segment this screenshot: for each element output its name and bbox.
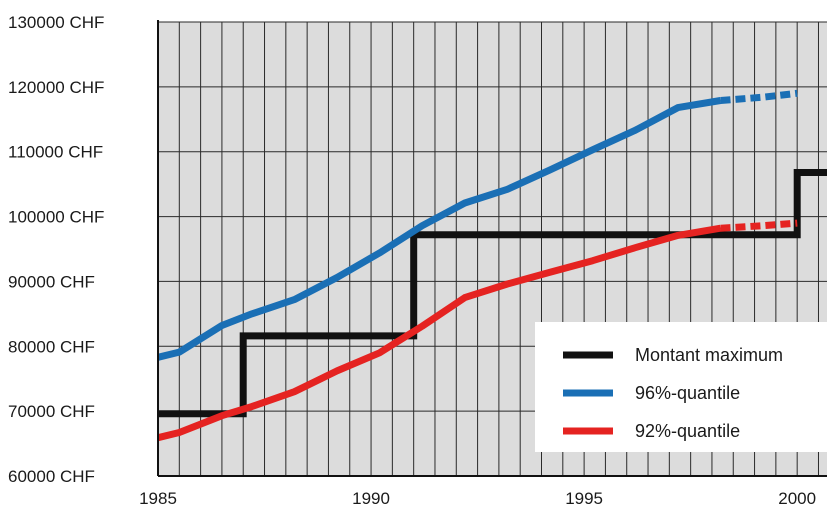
legend-label: 96%-quantile (635, 383, 740, 403)
legend: Montant maximum 96%-quantile 92%-quantile (535, 322, 827, 452)
series-line-1 (157, 97, 722, 361)
x-tick-label: 2000 (778, 489, 816, 508)
y-tick-label: 130000 CHF (8, 13, 104, 32)
y-tick-label: 70000 CHF (8, 402, 95, 421)
y-tick-label: 60000 CHF (8, 467, 95, 486)
legend-label: 92%-quantile (635, 421, 740, 441)
x-tick-label: 1985 (139, 489, 177, 508)
y-tick-label: 100000 CHF (8, 208, 104, 227)
y-tick-label: 80000 CHF (8, 337, 95, 356)
x-tick-label: 1990 (352, 489, 390, 508)
legend-label: Montant maximum (635, 345, 783, 365)
series-line-dashed-1 (720, 89, 798, 104)
y-tick-label: 110000 CHF (8, 143, 103, 162)
axes (157, 20, 827, 477)
y-tick-label: 120000 CHF (8, 78, 104, 97)
series-line-0 (158, 169, 827, 418)
y-axis-tick-labels: 60000 CHF 70000 CHF 80000 CHF 90000 CHF 1000… (8, 13, 104, 486)
y-tick-label: 90000 CHF (8, 272, 95, 291)
series-line-2 (157, 224, 722, 442)
series-lines (157, 89, 827, 442)
series-line-dashed-2 (720, 219, 798, 232)
x-tick-label: 1995 (565, 489, 603, 508)
x-axis-tick-labels: 1985 1990 1995 2000 (139, 489, 816, 508)
